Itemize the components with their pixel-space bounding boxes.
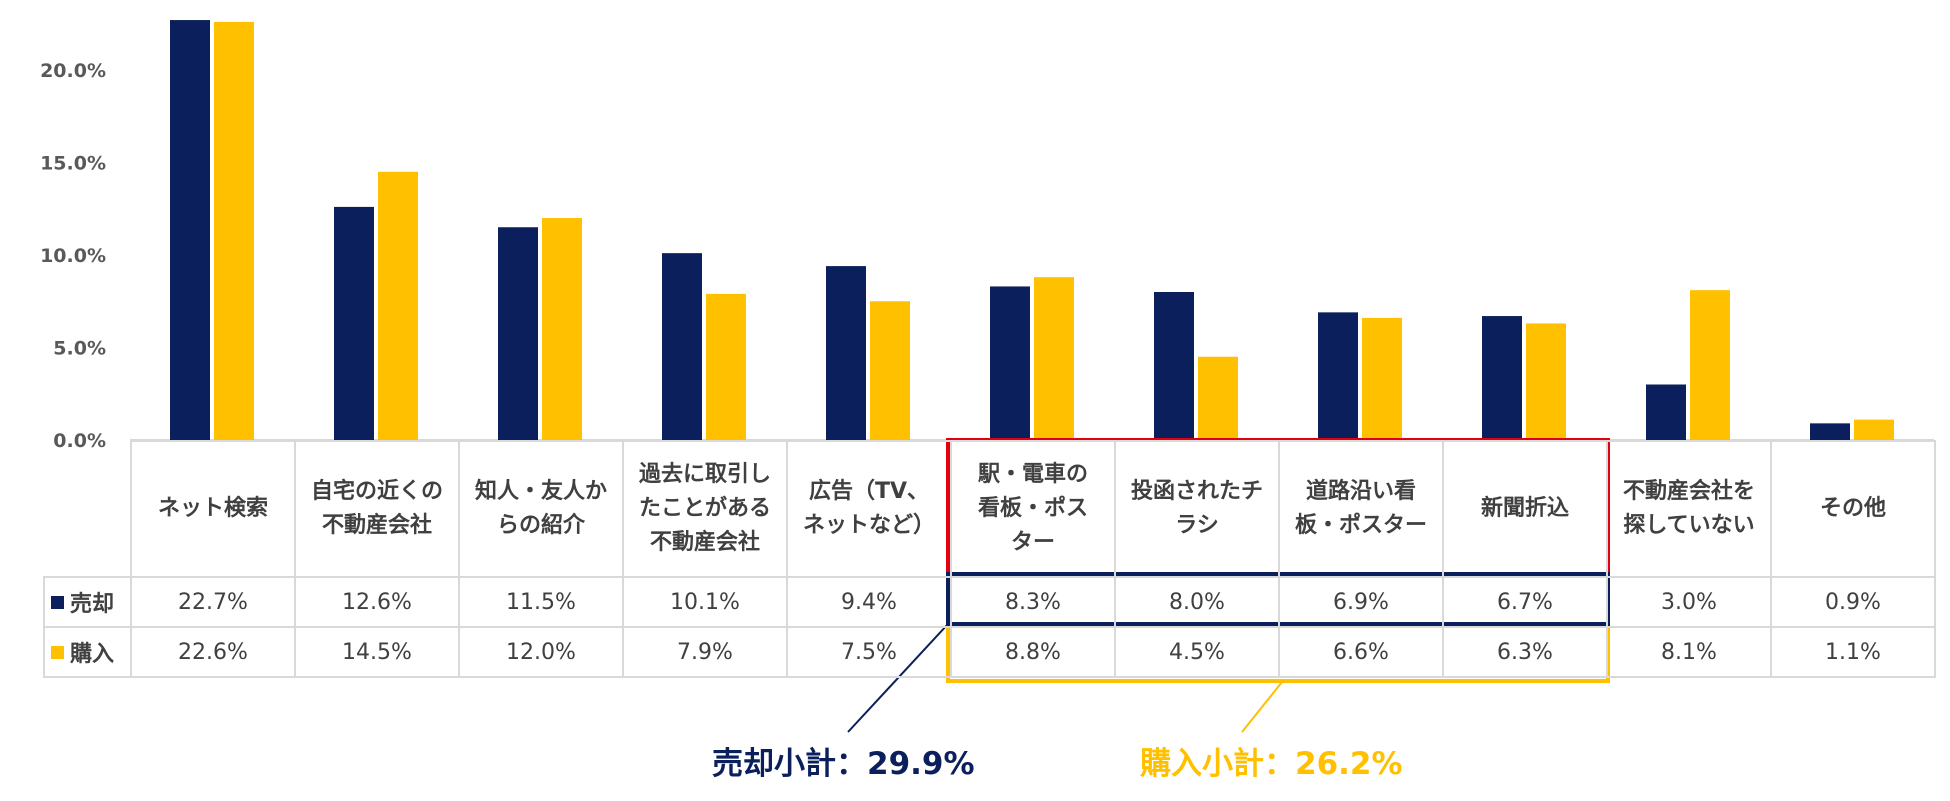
- buy-value: 8.8%: [950, 626, 1116, 678]
- bar-buy: [542, 218, 582, 440]
- category-label-text: 過去に取引し たことがある 不動産会社: [638, 461, 771, 556]
- bar-sell: [662, 253, 702, 440]
- legend-sell: 売却: [43, 576, 132, 628]
- bar-buy: [1362, 317, 1402, 440]
- category-label: 知人・友人か らの紹介: [458, 440, 624, 578]
- buy-value: 22.6%: [130, 626, 296, 678]
- buy-value: 12.0%: [458, 626, 624, 678]
- bar-buy: [214, 21, 254, 441]
- data-table: ネット検索 自宅の近くの 不動産会社 知人・友人か らの紹介 過去に取引し たことがある 不動…: [43, 440, 1936, 678]
- bar-sell: [1154, 292, 1194, 440]
- category-label: 道路沿い看 板・ポスター: [1278, 440, 1444, 578]
- bar-sell: [826, 266, 866, 440]
- sell-value: 22.7%: [130, 576, 296, 628]
- legend-buy: 購入: [43, 626, 132, 678]
- buy-swatch-icon: [51, 645, 64, 659]
- sell-value: 6.7%: [1442, 576, 1608, 628]
- sell-value: 12.6%: [294, 576, 460, 628]
- bar-sell: [1482, 316, 1522, 440]
- category-label-text: 知人・友人か らの紹介: [474, 478, 607, 538]
- bar-buy: [1198, 356, 1238, 440]
- bar-sell: [334, 206, 374, 440]
- bar-sell: [1318, 312, 1358, 440]
- category-label-text: ネット検索: [157, 495, 268, 521]
- category-label: 新聞折込: [1442, 440, 1608, 578]
- sell-values-row: 売却 22.7% 12.6% 11.5% 10.1% 9.4% 8.3% 8.0% 6.9% 6…: [43, 576, 1936, 628]
- buy-subtotal-callout: 購入小計：26.2%: [1140, 746, 1403, 782]
- legend-buy-label: 購入: [70, 642, 115, 667]
- bar-buy: [1854, 419, 1894, 440]
- y-tick-label: 10.0%: [40, 245, 106, 267]
- buy-callout-leader: [1241, 681, 1283, 733]
- bar-sell: [170, 20, 210, 441]
- buy-value: 6.6%: [1278, 626, 1444, 678]
- bar-buy: [1034, 277, 1074, 440]
- bar-buy: [706, 293, 746, 440]
- category-label-text: その他: [1819, 495, 1886, 521]
- bar-sell: [1810, 423, 1850, 440]
- category-label-text: 広告（TV、 ネットなど）: [802, 478, 935, 538]
- buy-values-row: 購入 22.6% 14.5% 12.0% 7.9% 7.5% 8.8% 4.5% 6.6% 6.…: [43, 626, 1936, 678]
- table-corner: [44, 441, 132, 578]
- sell-value: 11.5%: [458, 576, 624, 628]
- category-label: 不動産会社を 探していない: [1606, 440, 1772, 578]
- bar-buy: [378, 171, 418, 440]
- buy-value: 6.3%: [1442, 626, 1608, 678]
- category-label: その他: [1770, 440, 1936, 578]
- bar-series: [170, 20, 1894, 441]
- y-tick-label: 15.0%: [40, 153, 106, 175]
- buy-value: 1.1%: [1770, 626, 1936, 678]
- buy-value: 4.5%: [1114, 626, 1280, 678]
- bar-sell: [1646, 384, 1686, 440]
- sell-value: 10.1%: [622, 576, 788, 628]
- buy-value: 7.5%: [786, 626, 952, 678]
- category-label: 駅・電車の 看板・ポス ター: [950, 440, 1116, 578]
- sell-value: 3.0%: [1606, 576, 1772, 628]
- category-label: 過去に取引し たことがある 不動産会社: [622, 440, 788, 578]
- buy-value: 7.9%: [622, 626, 788, 678]
- category-label-text: 自宅の近くの 不動産会社: [310, 478, 443, 538]
- buy-value: 8.1%: [1606, 626, 1772, 678]
- category-label: ネット検索: [130, 440, 296, 578]
- sell-value: 8.0%: [1114, 576, 1280, 628]
- bar-sell: [498, 227, 538, 440]
- bar-buy: [1690, 290, 1730, 440]
- y-tick-label: 20.0%: [40, 60, 106, 82]
- category-label-text: 不動産会社を 探していない: [1622, 478, 1755, 538]
- category-label: 広告（TV、 ネットなど）: [786, 440, 952, 578]
- sell-value: 9.4%: [786, 576, 952, 628]
- sell-subtotal-callout: 売却小計：29.9%: [712, 746, 975, 782]
- category-label-text: 投函されたチ ラシ: [1130, 478, 1263, 538]
- category-label-text: 道路沿い看 板・ポスター: [1294, 478, 1427, 538]
- category-label: 自宅の近くの 不動産会社: [294, 440, 460, 578]
- y-tick-label: 5.0%: [53, 338, 106, 360]
- bar-sell: [990, 286, 1030, 440]
- category-label-text: 新聞折込: [1480, 495, 1569, 521]
- bar-buy: [1526, 323, 1566, 440]
- category-header-row: ネット検索 自宅の近くの 不動産会社 知人・友人か らの紹介 過去に取引し たことがある 不動…: [44, 440, 1936, 578]
- sell-value: 6.9%: [1278, 576, 1444, 628]
- category-label-text: 駅・電車の 看板・ポス ター: [977, 461, 1088, 556]
- sell-swatch-icon: [51, 595, 64, 609]
- sell-value: 0.9%: [1770, 576, 1936, 628]
- category-label: 投函されたチ ラシ: [1114, 440, 1280, 578]
- legend-sell-label: 売却: [70, 592, 115, 617]
- sell-value: 8.3%: [950, 576, 1116, 628]
- buy-value: 14.5%: [294, 626, 460, 678]
- bar-buy: [870, 301, 910, 440]
